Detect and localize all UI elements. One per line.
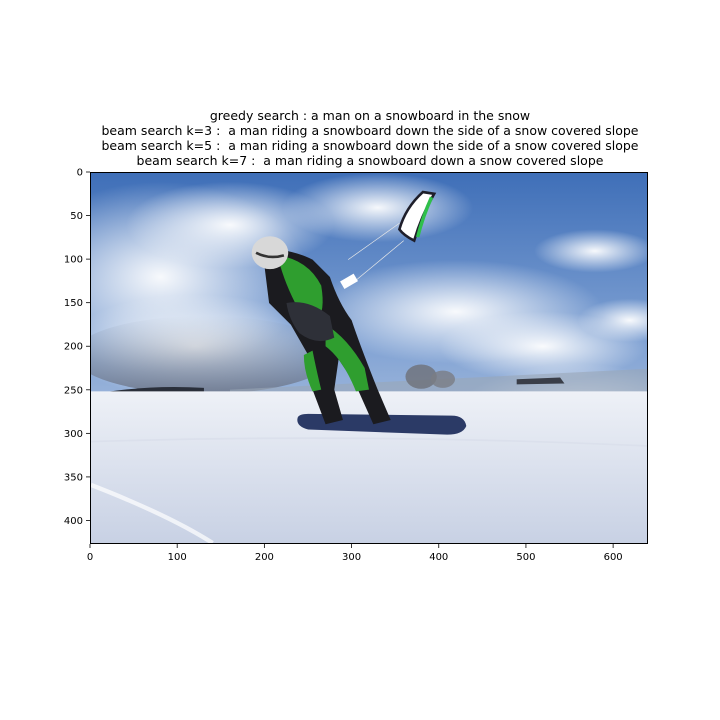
kite	[397, 190, 437, 243]
x-tick-label: 300	[342, 552, 361, 563]
helmet	[251, 236, 289, 270]
figure-title: greedy search : a man on a snowboard in …	[0, 108, 720, 168]
x-tick-label: 600	[604, 552, 623, 563]
y-tick-label: 250	[64, 385, 83, 396]
y-axis: 0 50 100 150 200 250 300 350 400	[64, 168, 90, 527]
kite-lines	[347, 222, 404, 285]
title-greedy: greedy search : a man on a snowboard in …	[209, 108, 531, 123]
title-beam-3: beam search k=3 : a man riding a snowboa…	[101, 123, 639, 138]
y-tick-label: 0	[77, 168, 83, 179]
y-tick-label: 50	[70, 211, 83, 222]
image-axes	[90, 172, 648, 544]
y-tick-label: 100	[64, 255, 83, 266]
y-tick-label: 200	[64, 342, 83, 353]
rider	[251, 236, 391, 425]
x-tick-label: 500	[516, 552, 535, 563]
title-beam-7: beam search k=7 : a man riding a snowboa…	[136, 153, 604, 168]
x-tick-label: 100	[168, 552, 187, 563]
x-tick-label: 400	[429, 552, 448, 563]
y-tick-label: 400	[64, 516, 83, 527]
title-beam-5: beam search k=5 : a man riding a snowboa…	[101, 138, 639, 153]
x-tick-label: 0	[87, 552, 93, 563]
x-axis: 0 100 200 300 400 500 600	[87, 544, 623, 563]
snowboard-photo	[91, 173, 647, 543]
y-tick-label: 350	[64, 472, 83, 483]
y-tick-label: 150	[64, 298, 83, 309]
x-tick-label: 200	[255, 552, 274, 563]
y-tick-label: 300	[64, 429, 83, 440]
